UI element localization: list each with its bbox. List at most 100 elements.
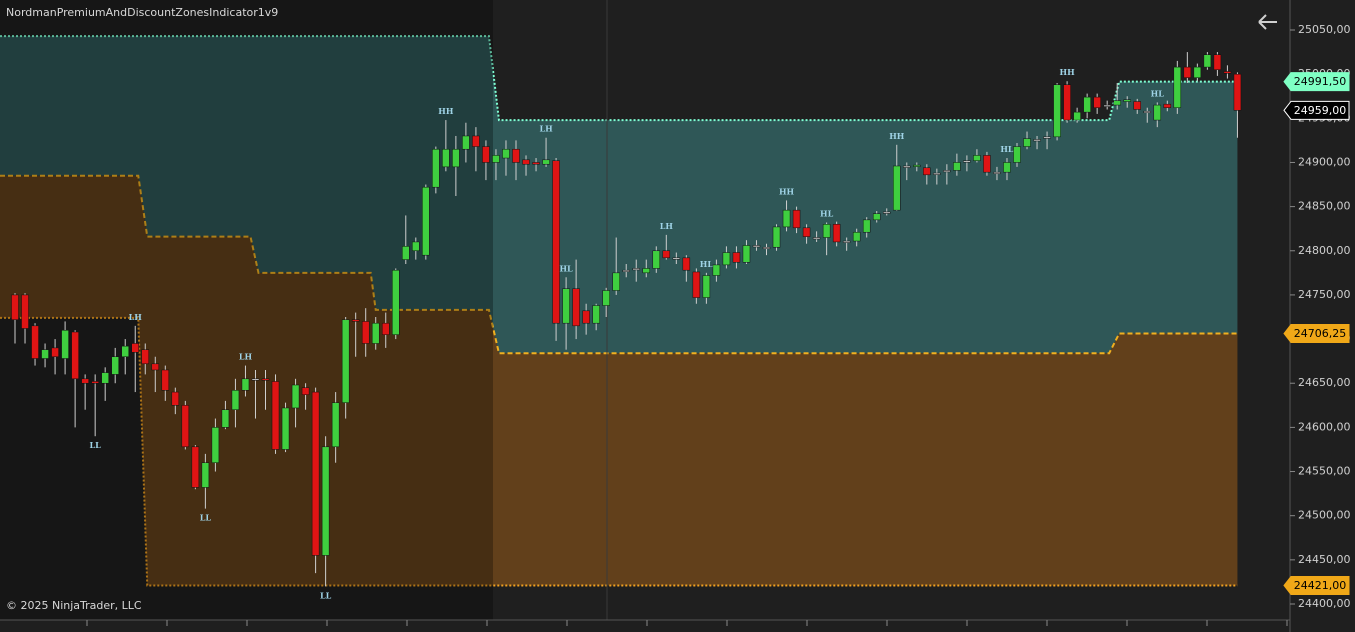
- candle-body: [1133, 101, 1141, 110]
- candle-body: [662, 250, 671, 259]
- candle-body: [512, 148, 520, 163]
- candle-body: [271, 381, 280, 450]
- candle-body: [923, 167, 931, 176]
- candle-body: [842, 240, 851, 243]
- candle-body: [1183, 66, 1192, 78]
- candle-body: [351, 319, 360, 322]
- candle-body: [1083, 96, 1091, 113]
- swing-label: LL: [200, 513, 212, 523]
- candle-body: [812, 237, 821, 240]
- candle-body: [1063, 84, 1071, 121]
- candle-body: [111, 356, 119, 375]
- price-marker: [1283, 72, 1350, 92]
- candle-body: [622, 269, 630, 272]
- candle-body: [221, 409, 230, 428]
- swing-label: LL: [320, 590, 332, 600]
- y-tick-label: 24450,00: [1298, 553, 1351, 566]
- price-marker-label: 24706,25: [1294, 327, 1347, 340]
- candle-body: [963, 160, 971, 163]
- candle-body: [802, 227, 811, 237]
- candle-body: [231, 390, 240, 410]
- candle-body: [61, 329, 69, 359]
- candle-body: [171, 391, 180, 406]
- candle-body: [492, 155, 500, 163]
- price-marker: [1283, 100, 1350, 120]
- candle-body: [201, 462, 210, 488]
- candle-body: [822, 224, 831, 238]
- candles: LL LH LL LH LL HH LH HL LH HL HH HL HH HL HH HL: [11, 52, 1242, 600]
- candle-body: [692, 271, 701, 298]
- candle-body: [1123, 99, 1131, 102]
- candle-body: [151, 363, 160, 371]
- candle-body: [21, 294, 29, 329]
- candle-body: [131, 343, 139, 353]
- swing-label: HH: [779, 186, 795, 196]
- candle-body: [852, 231, 861, 242]
- y-tick-label: 24750,00: [1298, 288, 1351, 301]
- candle-body: [251, 378, 260, 381]
- candle-body: [1013, 146, 1021, 163]
- candle-body: [782, 209, 791, 228]
- candle-body: [392, 269, 400, 335]
- zones: [0, 35, 1238, 587]
- y-axis: 24400,00 24450,00 24500,00 24550,00 24600,00…: [1283, 23, 1351, 610]
- copyright: © 2025 NinjaTrader, LLC: [6, 599, 142, 612]
- swing-label: LL: [90, 440, 102, 450]
- swing-label: HH: [1060, 67, 1076, 77]
- candle-body: [371, 322, 380, 344]
- candle-body: [592, 305, 600, 324]
- chart-title: NordmanPremiumAndDiscountZonesIndicator1…: [6, 6, 278, 19]
- history-shade: [0, 0, 493, 620]
- candle-body: [772, 226, 781, 248]
- candle-body: [572, 288, 580, 327]
- candle-body: [482, 146, 490, 163]
- candle-body: [1043, 136, 1051, 139]
- candle-body: [1193, 66, 1202, 78]
- candle-body: [882, 211, 891, 214]
- candle-body: [1233, 73, 1242, 111]
- premium-line: [0, 35, 1238, 122]
- candle-body: [762, 246, 771, 249]
- candle-body: [913, 164, 921, 167]
- candle-body: [1103, 104, 1111, 107]
- candle-body: [542, 159, 550, 165]
- back-arrow[interactable]: [1258, 14, 1277, 30]
- candle-body: [11, 294, 19, 320]
- swing-label: HL: [820, 209, 834, 219]
- candle-body: [81, 378, 89, 384]
- candle-body: [422, 186, 430, 256]
- y-tick-label: 24650,00: [1298, 376, 1351, 389]
- candle-body: [1223, 71, 1232, 74]
- candle-body: [532, 162, 540, 165]
- candle-body: [742, 245, 751, 263]
- candle-body: [943, 170, 951, 173]
- candle-body: [1033, 139, 1041, 142]
- candle-body: [1213, 54, 1222, 70]
- candle-body: [752, 245, 761, 248]
- candle-body: [953, 162, 961, 171]
- y-tick-label: 24400,00: [1298, 597, 1351, 610]
- candle-body: [552, 160, 560, 324]
- swing-label: LH: [129, 312, 143, 322]
- candle-body: [1143, 110, 1152, 113]
- candle-body: [472, 135, 480, 147]
- candle-body: [121, 345, 129, 357]
- candle-body: [402, 246, 410, 260]
- swing-label: LH: [539, 124, 553, 134]
- candle-body: [522, 159, 530, 165]
- candle-body: [562, 288, 570, 324]
- candle-body: [1023, 138, 1031, 147]
- candle-body: [452, 148, 460, 168]
- candle-body: [1173, 66, 1182, 108]
- candle-body: [91, 381, 99, 384]
- candle-body: [281, 407, 290, 450]
- candle-body: [993, 171, 1001, 174]
- candle-body: [41, 349, 49, 359]
- premium-zone: [0, 36, 1238, 354]
- swing-label: HH: [438, 106, 454, 116]
- candle-body: [672, 257, 681, 260]
- back-arrow-icon[interactable]: [1258, 14, 1277, 30]
- swing-label: HL: [700, 259, 714, 269]
- candle-body: [893, 165, 901, 211]
- price-marker-label: 24991,50: [1294, 75, 1347, 88]
